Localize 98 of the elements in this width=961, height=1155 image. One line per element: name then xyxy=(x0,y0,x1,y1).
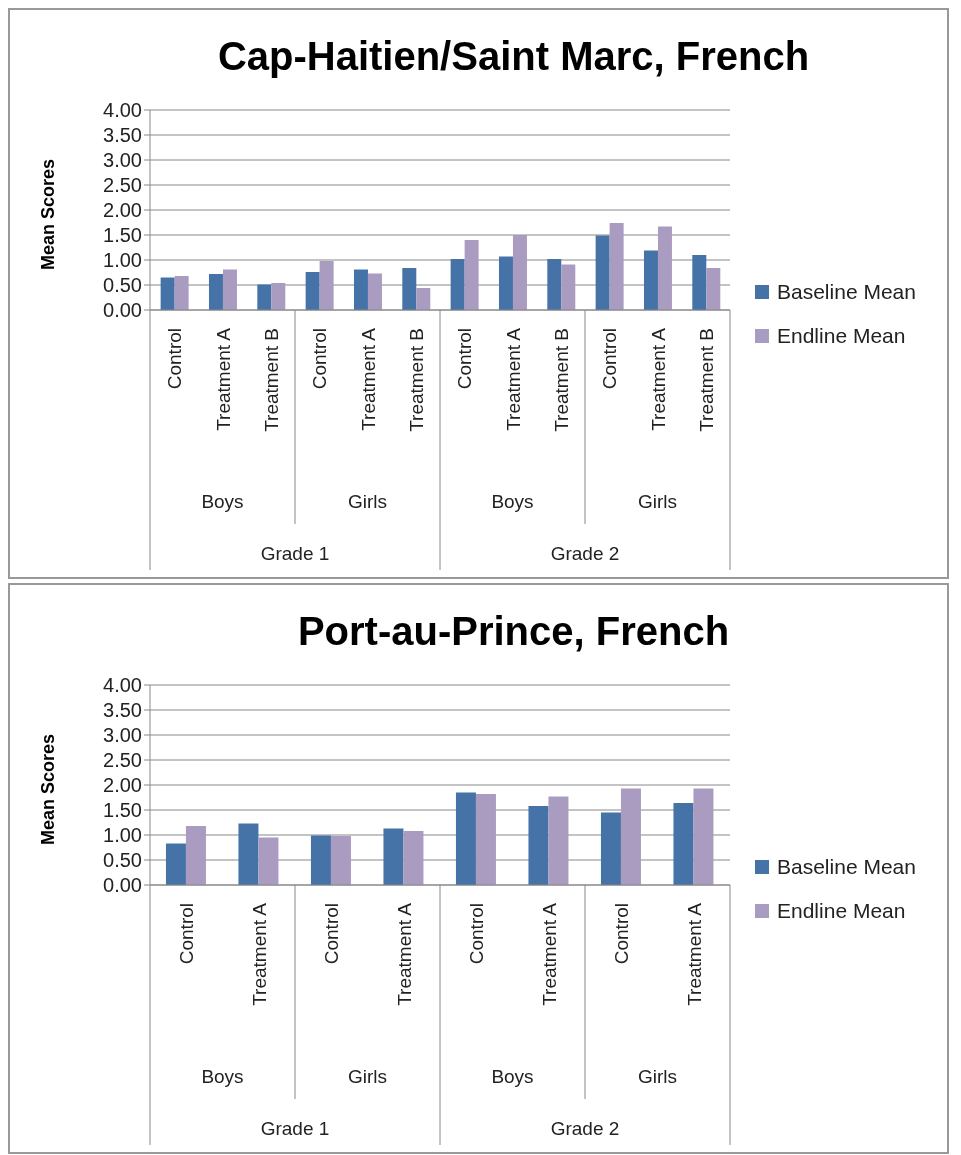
bar xyxy=(455,792,476,885)
bar xyxy=(402,268,417,310)
y-tick-label: 0.50 xyxy=(103,849,142,872)
x-tick-label: Treatment B xyxy=(405,328,427,432)
y-axis-title: Mean Scores xyxy=(38,158,59,270)
text: Boys xyxy=(201,1066,244,1087)
y-tick-label: 2.50 xyxy=(103,174,142,197)
bar xyxy=(609,223,624,310)
bar xyxy=(548,796,569,885)
bar xyxy=(561,264,576,310)
y-tick-label: 3.00 xyxy=(103,149,142,172)
text: Grade 2 xyxy=(550,1118,620,1139)
y-tick-label: 2.00 xyxy=(103,774,142,797)
text: Grade 2 xyxy=(550,543,620,564)
bar xyxy=(643,250,658,310)
bar xyxy=(383,828,404,885)
x-tick-label: Control xyxy=(321,903,343,965)
bar xyxy=(222,269,237,310)
x-tick-label: Treatment A xyxy=(538,902,560,1006)
bar xyxy=(600,812,621,885)
bar xyxy=(673,803,694,885)
chart-title: Port-au-Prince, French xyxy=(296,608,731,655)
bar xyxy=(464,240,479,310)
x-tick-label: Control xyxy=(309,328,331,390)
bar xyxy=(367,273,382,310)
x-tick-label: Control xyxy=(176,903,198,965)
bar xyxy=(165,843,186,885)
y-tick-label: 1.50 xyxy=(103,799,142,822)
legend-label: Endline Mean xyxy=(777,899,906,923)
x-tick-label: Treatment A xyxy=(357,327,379,431)
x-tick-label: Treatment A xyxy=(683,902,705,1006)
bar xyxy=(595,235,610,310)
bar xyxy=(706,268,721,310)
bar xyxy=(528,806,549,885)
bar xyxy=(208,274,223,310)
bar xyxy=(353,269,368,310)
y-tick-label: 0.00 xyxy=(103,299,142,322)
text: Grade 1 xyxy=(260,543,330,564)
x-tick-label: Control xyxy=(466,903,488,965)
x-tick-label: Control xyxy=(454,328,476,390)
text: Girls xyxy=(637,491,678,512)
bar xyxy=(174,276,189,310)
bar xyxy=(185,826,206,885)
bar xyxy=(238,823,259,885)
text: Boys xyxy=(491,491,534,512)
bar xyxy=(160,277,175,310)
y-tick-label: 2.00 xyxy=(103,199,142,222)
y-tick-label: 2.50 xyxy=(103,749,142,772)
bar xyxy=(271,283,286,310)
y-tick-label: 1.00 xyxy=(103,249,142,272)
y-tick-label: 0.00 xyxy=(103,874,142,897)
y-tick-label: 3.50 xyxy=(103,699,142,722)
text: Boys xyxy=(491,1066,534,1087)
legend-label: Endline Mean xyxy=(777,324,906,348)
bar xyxy=(330,836,351,885)
text: Grade 1 xyxy=(260,1118,330,1139)
bar xyxy=(257,284,272,310)
bar xyxy=(657,226,672,310)
y-tick-label: 4.00 xyxy=(103,99,142,122)
x-tick-label: Treatment A xyxy=(502,327,524,431)
bar xyxy=(620,788,641,885)
bar xyxy=(475,794,496,885)
x-tick-label: Control xyxy=(599,328,621,390)
text: Girls xyxy=(637,1066,678,1087)
bar xyxy=(403,831,424,885)
x-tick-label: Treatment A xyxy=(647,327,669,431)
x-tick-label: Treatment A xyxy=(248,902,270,1006)
text: Girls xyxy=(347,1066,388,1087)
y-tick-label: 1.00 xyxy=(103,824,142,847)
x-tick-label: Treatment B xyxy=(550,328,572,432)
y-tick-label: 0.50 xyxy=(103,274,142,297)
bar xyxy=(416,288,431,310)
bar xyxy=(450,259,465,310)
bar xyxy=(319,261,334,310)
y-tick-label: 1.50 xyxy=(103,224,142,247)
bar xyxy=(258,837,279,885)
y-tick-label: 3.00 xyxy=(103,724,142,747)
x-tick-label: Treatment A xyxy=(212,327,234,431)
y-tick-label: 3.50 xyxy=(103,124,142,147)
y-tick-label: 4.00 xyxy=(103,674,142,697)
y-axis-title: Mean Scores xyxy=(38,733,59,845)
chart-title: Cap-Haitien/Saint Marc, French xyxy=(216,33,811,80)
x-tick-label: Control xyxy=(164,328,186,390)
x-tick-label: Treatment B xyxy=(695,328,717,432)
bar xyxy=(547,259,562,310)
bar xyxy=(310,835,331,885)
text: Girls xyxy=(347,491,388,512)
bar xyxy=(692,255,707,310)
text: Boys xyxy=(201,491,244,512)
x-tick-label: Treatment B xyxy=(260,328,282,432)
x-tick-label: Treatment A xyxy=(393,902,415,1006)
bar xyxy=(512,235,527,310)
bar xyxy=(693,788,714,885)
legend-label: Baseline Mean xyxy=(777,855,916,879)
bar xyxy=(498,256,513,310)
x-tick-label: Control xyxy=(611,903,633,965)
bar xyxy=(305,272,320,310)
legend-label: Baseline Mean xyxy=(777,280,916,304)
